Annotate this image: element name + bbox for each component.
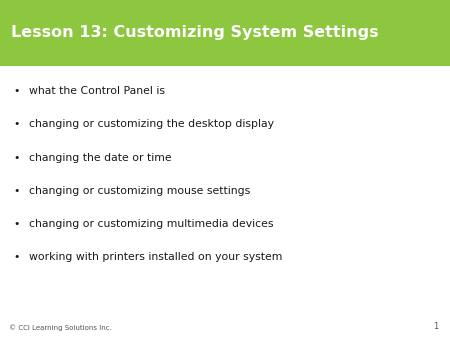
- Text: •: •: [14, 86, 20, 96]
- Text: •: •: [14, 252, 20, 262]
- Text: working with printers installed on your system: working with printers installed on your …: [29, 252, 283, 262]
- Text: what the Control Panel is: what the Control Panel is: [29, 86, 165, 96]
- Text: •: •: [14, 119, 20, 129]
- Bar: [0, 0, 450, 66]
- Text: changing or customizing the desktop display: changing or customizing the desktop disp…: [29, 119, 274, 129]
- Text: •: •: [14, 219, 20, 229]
- Text: © CCI Learning Solutions Inc.: © CCI Learning Solutions Inc.: [9, 324, 112, 331]
- Text: changing or customizing mouse settings: changing or customizing mouse settings: [29, 186, 251, 196]
- Text: •: •: [14, 152, 20, 163]
- Text: 1: 1: [433, 321, 439, 331]
- Text: •: •: [14, 186, 20, 196]
- Text: changing the date or time: changing the date or time: [29, 152, 172, 163]
- Text: Lesson 13: Customizing System Settings: Lesson 13: Customizing System Settings: [11, 25, 379, 41]
- Text: changing or customizing multimedia devices: changing or customizing multimedia devic…: [29, 219, 274, 229]
